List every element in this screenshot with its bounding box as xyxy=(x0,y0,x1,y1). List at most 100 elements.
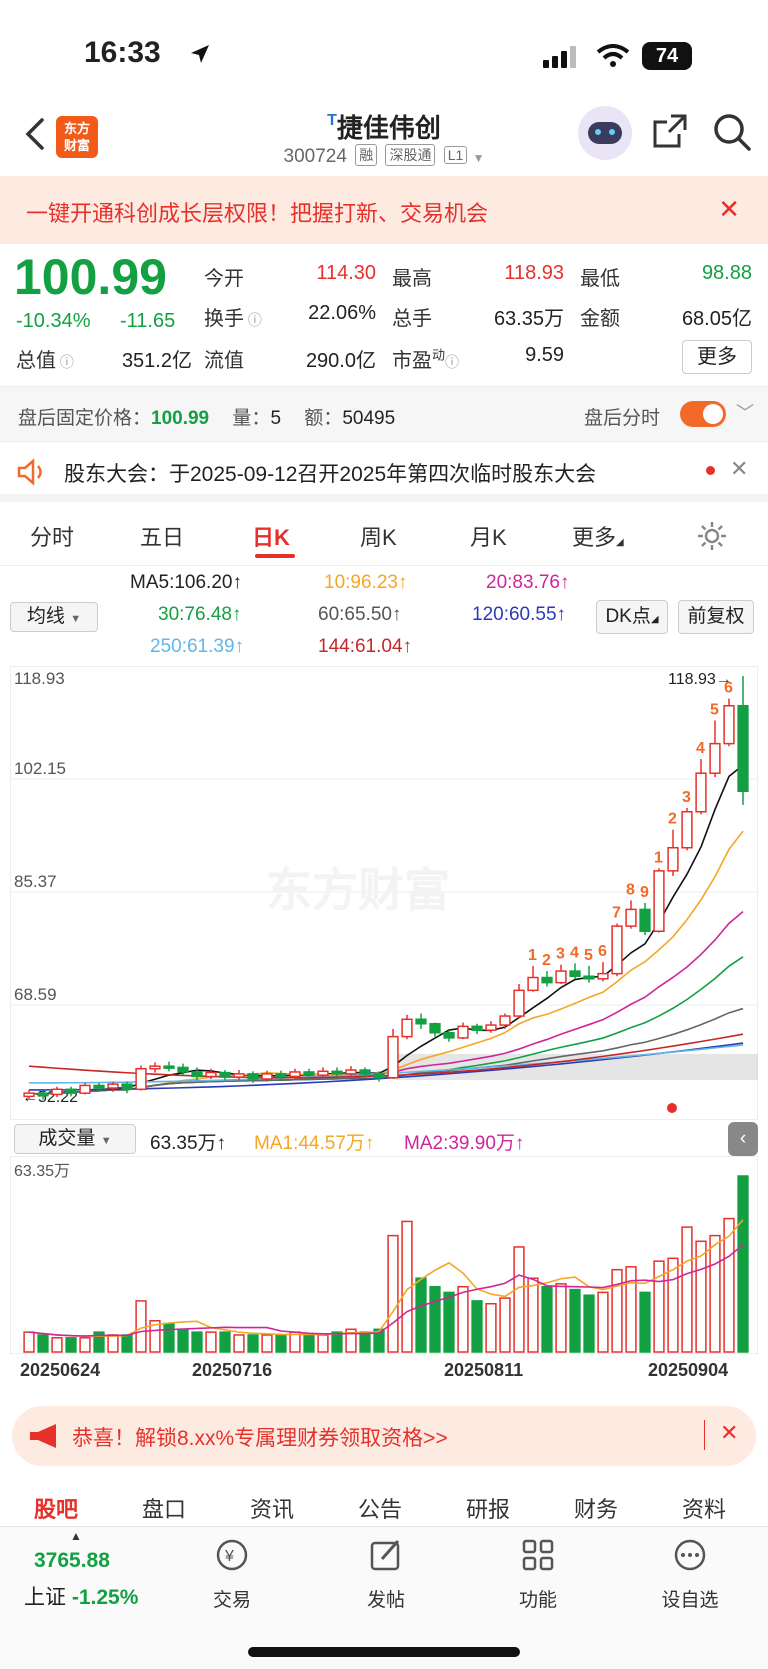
open-label: 今开 xyxy=(204,268,244,290)
candle xyxy=(653,870,665,933)
watermark: 东方财富 xyxy=(266,864,450,916)
volume-bar xyxy=(219,1331,231,1353)
date-label: 20250624 xyxy=(20,1360,101,1380)
coupon-banner[interactable]: 恭喜！解锁8.xx%专属理财券领取资格>> ✕ xyxy=(12,1406,756,1466)
chevron-down-icon[interactable]: ﹀ xyxy=(736,403,754,423)
low-value: 98.88 xyxy=(701,262,752,284)
tab-finance[interactable]: 财务 xyxy=(574,1497,619,1522)
kline-chart[interactable]: 东方财富 118.93 102.15 85.37 68.59 118.93→ ←… xyxy=(10,666,758,1120)
search-icon[interactable] xyxy=(712,112,752,152)
volume-bar xyxy=(583,1294,595,1353)
gear-icon[interactable] xyxy=(696,520,728,552)
share-icon[interactable] xyxy=(651,112,689,150)
candle xyxy=(23,1092,35,1098)
trade-marker: 3 xyxy=(556,946,565,963)
candle xyxy=(681,811,693,849)
nav-functions[interactable]: 功能 xyxy=(488,1537,588,1612)
collapse-arrow-icon[interactable]: ‹ xyxy=(728,1122,758,1156)
candle xyxy=(555,970,567,984)
trade-marker: 2 xyxy=(542,952,551,969)
ma5-value: MA5:106.20↑ xyxy=(130,572,242,593)
stock-code-row[interactable]: 300724 融 深股通 L1 ▼ xyxy=(0,144,768,168)
adjust-button[interactable]: 前复权 xyxy=(678,600,754,634)
ma30-value: 30:76.48↑ xyxy=(158,604,242,625)
more-dots-icon xyxy=(674,1539,706,1571)
amount-label: 金额 xyxy=(580,308,620,330)
tab-weekly-k[interactable]: 周K xyxy=(360,525,397,550)
info-tabs: 股吧 盘口 资讯 公告 研报 财务 资料 xyxy=(0,1482,768,1528)
high-marker: 118.93→ xyxy=(668,671,732,688)
back-arrow-icon[interactable] xyxy=(20,114,50,154)
tab-daily-k[interactable]: 日K xyxy=(252,525,290,550)
tab-announcements[interactable]: 公告 xyxy=(358,1497,403,1522)
tab-orderbook[interactable]: 盘口 xyxy=(142,1497,187,1522)
coupon-banner-text: 恭喜！解锁8.xx%专属理财券领取资格>> xyxy=(72,1427,448,1450)
dk-point-button[interactable]: DK点◢ xyxy=(596,600,668,634)
after-hours-toggle[interactable] xyxy=(680,401,726,427)
tab-research[interactable]: 研报 xyxy=(466,1497,511,1522)
stock-name: T捷佳伟创 xyxy=(327,112,441,143)
tab-more[interactable]: 更多◢ xyxy=(572,525,624,550)
volume-bar xyxy=(429,1285,441,1353)
volume-value: 63.35万 xyxy=(493,308,564,330)
tab-profile[interactable]: 资料 xyxy=(682,1497,727,1522)
ma20-value: 20:83.76↑ xyxy=(486,572,570,593)
volume-value: 63.35万↑ xyxy=(150,1133,227,1154)
volume-bar xyxy=(51,1337,63,1353)
candle xyxy=(191,1071,203,1078)
tab-five-day[interactable]: 五日 xyxy=(140,525,185,550)
promo-banner[interactable]: 一键开通科创成长层权限！把握打新、交易机会 ✕ xyxy=(0,176,768,244)
close-icon[interactable]: ✕ xyxy=(720,1420,739,1445)
after-hours-info: 盘后固定价格：100.99 量：5 额：50495 xyxy=(18,408,396,429)
tab-forum[interactable]: 股吧 xyxy=(34,1497,79,1522)
candle xyxy=(457,1025,469,1039)
connect-tag: 深股通 xyxy=(385,144,436,166)
market-cap-label: 总值 ⓘ xyxy=(16,350,74,372)
tab-news[interactable]: 资讯 xyxy=(250,1497,295,1522)
volume-chart[interactable]: 63.35万 xyxy=(10,1156,758,1354)
announcement-bar[interactable]: 股东大会：于2025-09-12召开2025年第四次临时股东大会 ✕ xyxy=(0,442,768,502)
candle xyxy=(121,1083,133,1091)
volume-selector[interactable]: 成交量 ▼ xyxy=(14,1124,136,1154)
volume-bar xyxy=(303,1334,315,1353)
edit-icon xyxy=(370,1540,400,1571)
t0-badge: T xyxy=(327,112,337,129)
volume-bar xyxy=(233,1334,245,1353)
unread-dot xyxy=(706,466,715,475)
close-icon[interactable]: ✕ xyxy=(718,194,740,224)
tab-monthly-k[interactable]: 月K xyxy=(470,525,507,550)
ma-selector[interactable]: 均线 ▼ xyxy=(10,602,98,632)
nav-post[interactable]: 发帖 xyxy=(336,1537,436,1612)
volume-ma-lines xyxy=(28,1219,744,1337)
candle xyxy=(177,1066,189,1073)
index-change[interactable]: 上证 -1.25% xyxy=(24,1586,139,1609)
tab-intraday[interactable]: 分时 xyxy=(30,525,75,550)
candle xyxy=(331,1070,343,1075)
caret-up-icon: ▲ xyxy=(70,1529,82,1543)
nav-add-watchlist[interactable]: 设自选 xyxy=(640,1537,740,1612)
more-quote-button[interactable]: 更多 xyxy=(682,340,752,374)
candle xyxy=(611,925,623,975)
trade-icon: ¥ xyxy=(216,1539,248,1571)
bottom-nav: ▲ 3765.88 上证 -1.25% ¥ 交易 发帖 功能 设自选 xyxy=(0,1526,768,1669)
index-value[interactable]: 3765.88 xyxy=(34,1549,110,1572)
close-icon[interactable]: ✕ xyxy=(730,456,749,481)
candle xyxy=(261,1073,273,1080)
volume-bar xyxy=(625,1266,637,1353)
volume-bar xyxy=(555,1283,567,1353)
candle xyxy=(387,1035,399,1079)
candle xyxy=(695,772,707,813)
float-cap-label: 流值 xyxy=(204,350,244,372)
nav-trade[interactable]: ¥ 交易 xyxy=(182,1537,282,1612)
volume-bar xyxy=(373,1328,385,1353)
stock-header: 东方 财富 T捷佳伟创 300724 融 深股通 L1 ▼ xyxy=(0,100,768,176)
volume-bar xyxy=(611,1268,623,1353)
ai-assistant-avatar[interactable] xyxy=(578,106,632,160)
candle xyxy=(303,1071,315,1076)
volume-bar xyxy=(415,1277,427,1353)
volume-bar xyxy=(79,1337,91,1353)
trade-marker: 8 xyxy=(626,881,635,898)
after-hours-toggle-label: 盘后分时 xyxy=(584,408,661,429)
volume-ma-line xyxy=(28,1219,744,1337)
